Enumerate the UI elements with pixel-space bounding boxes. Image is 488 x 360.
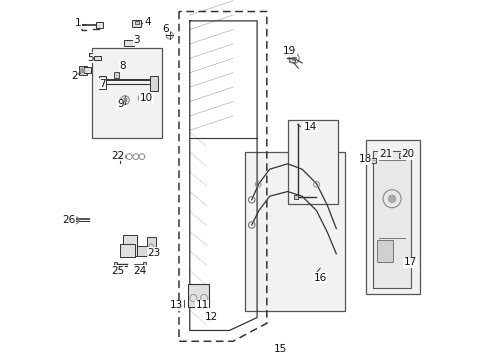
Text: 21: 21 [378,149,391,159]
Text: 11: 11 [195,300,208,310]
Bar [114,72,118,78]
Text: 9: 9 [117,99,123,109]
Text: 24: 24 [132,266,146,276]
Bar [120,244,135,257]
Text: 17: 17 [403,257,416,267]
Bar [136,246,147,256]
Circle shape [123,98,126,102]
Text: 20: 20 [401,149,414,159]
Bar [368,158,375,163]
Bar [376,240,392,262]
Text: 12: 12 [204,312,218,322]
Bar [91,48,162,138]
Text: 26: 26 [62,215,75,225]
Bar [288,120,337,204]
Text: 15: 15 [273,344,286,354]
Text: 7: 7 [99,78,105,89]
Bar [142,262,145,267]
Bar [114,262,117,267]
Bar [84,67,91,73]
Text: 23: 23 [147,248,160,258]
Bar [399,153,406,158]
Bar [294,195,298,199]
Text: 3: 3 [133,35,140,45]
Bar [99,76,106,89]
Text: 10: 10 [140,93,153,103]
Bar [123,40,134,46]
Bar [94,56,101,60]
Text: 1: 1 [75,18,81,28]
Circle shape [80,68,84,73]
Text: 18: 18 [358,154,371,164]
Text: 13: 13 [170,300,183,310]
Text: 6: 6 [163,24,169,34]
Text: 4: 4 [143,17,150,27]
Circle shape [292,57,295,60]
Bar [288,55,294,62]
Bar [135,21,139,24]
Bar [150,76,158,91]
Circle shape [387,195,395,202]
Bar [244,152,344,311]
Bar [79,66,87,75]
Text: 5: 5 [87,53,94,63]
Text: 14: 14 [303,122,316,132]
Bar [146,237,156,251]
Text: 19: 19 [282,46,296,56]
Bar [187,284,209,307]
Text: 22: 22 [111,150,124,161]
Text: 25: 25 [111,266,124,276]
Bar [373,151,410,288]
Bar [96,22,102,28]
Text: 2: 2 [71,71,78,81]
Text: 16: 16 [313,273,326,283]
Bar [122,235,136,256]
Bar [132,20,141,27]
Text: 8: 8 [119,60,126,71]
Bar [179,300,183,307]
Bar [384,153,391,158]
Bar [366,140,419,294]
